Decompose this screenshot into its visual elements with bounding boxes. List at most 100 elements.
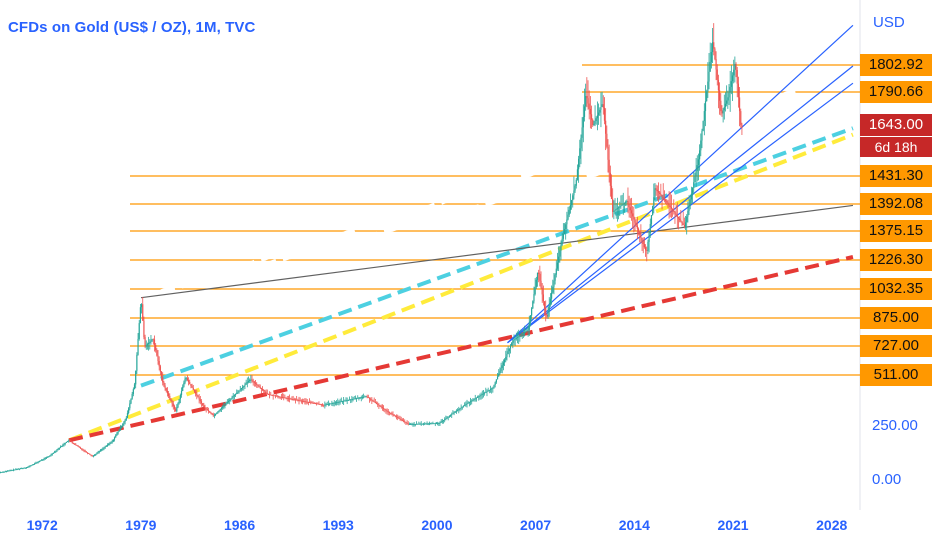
candle-2019.00 xyxy=(690,186,693,204)
candle-1978.83 xyxy=(124,418,126,425)
candle-1987.25 xyxy=(243,385,245,391)
candle-2000.08 xyxy=(424,422,426,426)
candle-2012.33 xyxy=(596,101,599,131)
candle-1984.08 xyxy=(198,394,200,404)
candle-2015.92 xyxy=(647,239,649,255)
candle-2000.83 xyxy=(434,422,436,427)
candle-2008.58 xyxy=(543,301,546,316)
candle-2011.00 xyxy=(578,155,580,183)
candle-1990.33 xyxy=(286,395,288,402)
candle-2019.17 xyxy=(693,171,695,195)
candle-2002.50 xyxy=(458,406,460,414)
candle-2014.42 xyxy=(626,199,628,206)
candle-1992.83 xyxy=(321,403,324,407)
candle-2001.67 xyxy=(446,415,448,420)
candle-2014.08 xyxy=(621,194,623,206)
x-tick-1979: 1979 xyxy=(125,517,157,533)
candle-2022.58 xyxy=(741,122,743,136)
candle-1994.17 xyxy=(340,397,342,403)
candle-2005.83 xyxy=(505,350,507,363)
candle-1981.83 xyxy=(166,387,169,397)
candle-1980.92 xyxy=(153,335,156,352)
candle-2010.25 xyxy=(567,206,569,221)
candle-1995.75 xyxy=(363,393,365,399)
candle-1990.08 xyxy=(283,393,285,401)
candle-1990.58 xyxy=(290,397,292,400)
price-tag-1431.30: 1431.30 xyxy=(860,165,932,187)
currency-label[interactable]: USD xyxy=(873,14,905,31)
candle-1979.33 xyxy=(131,391,133,400)
candle-1986.17 xyxy=(227,398,230,404)
candle-1979.25 xyxy=(130,398,132,405)
candle-1976.75 xyxy=(95,453,97,456)
candle-1991.17 xyxy=(298,396,300,405)
candle-1975.83 xyxy=(82,448,84,452)
candle-1999.50 xyxy=(415,421,418,425)
candle-1982.83 xyxy=(180,387,183,398)
candle-2016.25 xyxy=(652,205,654,216)
candle-1994.50 xyxy=(345,397,347,402)
candle-1977.50 xyxy=(105,445,107,447)
candle-1985.17 xyxy=(213,413,216,419)
candle-2014.25 xyxy=(623,202,626,213)
x-tick-2014: 2014 xyxy=(618,517,650,533)
candle-2009.67 xyxy=(559,246,561,263)
candle-1995.17 xyxy=(354,395,356,400)
candle-2016.92 xyxy=(661,194,663,210)
candle-1976.92 xyxy=(97,450,99,454)
candle-2022.00 xyxy=(733,59,735,84)
candle-1996.58 xyxy=(374,398,376,404)
candle-2018.67 xyxy=(686,214,688,235)
price-tag-1392.08: 1392.08 xyxy=(860,193,932,215)
candle-1994.75 xyxy=(348,396,351,401)
candle-1971.00 xyxy=(14,469,16,471)
candle-2010.50 xyxy=(570,199,573,210)
bar-countdown: 6d 18h xyxy=(860,137,932,157)
candle-1983.67 xyxy=(192,384,194,391)
candle-1999.42 xyxy=(414,423,416,427)
candle-2012.75 xyxy=(602,95,604,115)
candle-1989.00 xyxy=(267,393,270,395)
candle-2018.58 xyxy=(684,215,687,231)
candle-1978.75 xyxy=(123,421,125,426)
candle-1975.00 xyxy=(70,440,72,443)
candle-1997.33 xyxy=(385,408,387,414)
candle-1973.08 xyxy=(43,457,45,461)
candle-1978.58 xyxy=(120,425,123,429)
candle-2009.50 xyxy=(556,252,559,271)
candle-2010.00 xyxy=(563,223,566,235)
candle-2002.92 xyxy=(464,402,466,407)
candle-1988.75 xyxy=(264,390,266,396)
candle-2011.83 xyxy=(589,96,591,129)
candle-2005.17 xyxy=(495,379,497,384)
candle-2016.33 xyxy=(653,183,655,214)
candle-1990.50 xyxy=(289,394,291,403)
candle-1982.25 xyxy=(172,400,174,410)
candle-1972.50 xyxy=(35,461,37,464)
candle-2013.00 xyxy=(606,125,608,149)
candle-1977.58 xyxy=(106,443,109,447)
candle-1970.08 xyxy=(1,471,3,473)
candle-2013.50 xyxy=(613,200,615,220)
candle-1981.58 xyxy=(163,380,165,388)
candle-2018.25 xyxy=(680,209,682,223)
candle-1998.08 xyxy=(395,414,398,420)
candle-1972.17 xyxy=(30,465,32,467)
candle-1972.58 xyxy=(36,461,38,464)
candle-2017.00 xyxy=(662,183,664,201)
candle-2019.08 xyxy=(691,187,694,204)
candle-1980.83 xyxy=(152,338,154,345)
candle-1986.42 xyxy=(231,395,233,400)
chart-title: CFDs on Gold (US$ / OZ), 1M, TVC xyxy=(8,19,256,36)
candle-2001.17 xyxy=(439,421,441,426)
candle-1997.08 xyxy=(381,404,384,411)
candle-1992.17 xyxy=(312,401,314,404)
candle-1982.42 xyxy=(175,407,177,412)
candle-1997.42 xyxy=(386,408,388,415)
candle-1989.17 xyxy=(270,391,272,396)
candle-1988.17 xyxy=(256,382,258,388)
candle-1973.00 xyxy=(42,459,44,461)
candle-1996.92 xyxy=(379,404,381,408)
